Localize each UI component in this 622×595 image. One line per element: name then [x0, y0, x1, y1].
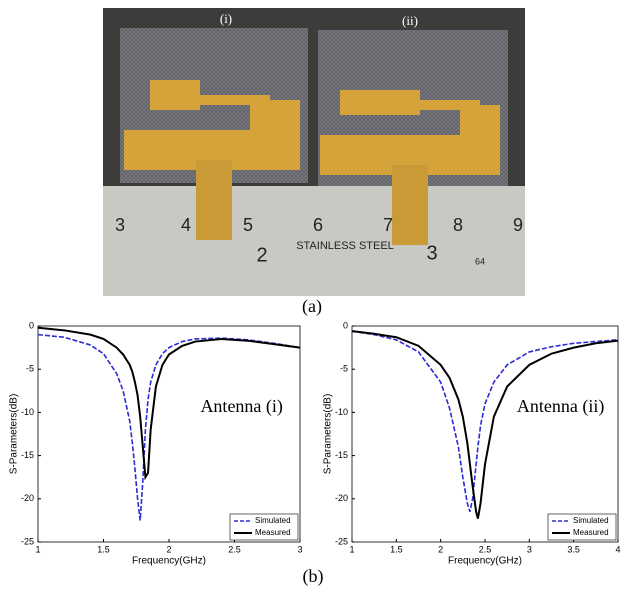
- x-tick-label: 3: [297, 544, 302, 554]
- x-tick-label: 3.5: [567, 544, 580, 554]
- ruler-text: 64: [475, 256, 485, 266]
- series-line: [351, 330, 619, 519]
- plot-area: [37, 325, 301, 543]
- patch: [124, 80, 300, 170]
- legend-box: [229, 513, 299, 541]
- x-axis-label: Frequency(GHz): [448, 556, 522, 567]
- y-tick-label: -20: [21, 493, 34, 503]
- caption: (a): [302, 296, 322, 317]
- ruler-number: 5: [243, 215, 253, 235]
- x-tick-label: 1.5: [97, 544, 110, 554]
- connector: [392, 165, 428, 245]
- photo-label: (ii): [402, 13, 418, 28]
- legend-label: Simulated: [573, 516, 609, 525]
- y-tick-label: -10: [335, 407, 348, 417]
- x-tick-label: 2.5: [228, 544, 241, 554]
- ruler-number: 9: [513, 215, 523, 235]
- ruler-number: 6: [313, 215, 323, 235]
- y-tick-label: -10: [21, 407, 34, 417]
- ruler-text: 3: [426, 242, 437, 264]
- legend-label: Simulated: [255, 516, 291, 525]
- y-tick-label: -25: [335, 536, 348, 546]
- ruler-number: 8: [453, 215, 463, 235]
- legend-label: Measured: [573, 528, 609, 537]
- plot-area: [351, 325, 619, 543]
- y-tick-label: -20: [335, 493, 348, 503]
- y-tick-label: 0: [343, 320, 348, 330]
- y-tick-label: -15: [335, 450, 348, 460]
- series-line: [37, 326, 301, 481]
- patch: [320, 90, 500, 175]
- x-tick-label: 1: [35, 544, 40, 554]
- caption: (b): [303, 566, 324, 587]
- y-tick-label: -5: [340, 364, 348, 374]
- ruler-number: 7: [383, 215, 393, 235]
- annotation: Antenna (i): [200, 396, 282, 417]
- x-tick-label: 2: [438, 544, 443, 554]
- connector: [196, 160, 232, 240]
- ruler-text: 2: [256, 244, 267, 266]
- x-tick-label: 1: [349, 544, 354, 554]
- ruler: [103, 186, 525, 296]
- y-axis-label: S-Parameters(dB): [9, 394, 20, 475]
- annotation: Antenna (ii): [517, 396, 604, 417]
- x-tick-label: 1.5: [390, 544, 403, 554]
- legend-box: [547, 513, 617, 541]
- x-tick-label: 2.5: [479, 544, 492, 554]
- y-tick-label: -5: [26, 364, 34, 374]
- y-tick-label: -25: [21, 536, 34, 546]
- x-tick-label: 2: [166, 544, 171, 554]
- ruler-number: 3: [115, 215, 125, 235]
- x-axis-label: Frequency(GHz): [132, 556, 206, 567]
- legend-label: Measured: [255, 528, 291, 537]
- ruler-number: 4: [181, 215, 191, 235]
- ruler-text: STAINLESS STEEL: [296, 240, 394, 252]
- photo-label: (i): [220, 11, 232, 26]
- x-tick-label: 3: [527, 544, 532, 554]
- photo: (i) (ii): [103, 8, 525, 296]
- y-tick-label: 0: [29, 320, 34, 330]
- x-tick-label: 4: [615, 544, 620, 554]
- y-tick-label: -15: [21, 450, 34, 460]
- y-axis-label: S-Parameters(dB): [323, 394, 334, 475]
